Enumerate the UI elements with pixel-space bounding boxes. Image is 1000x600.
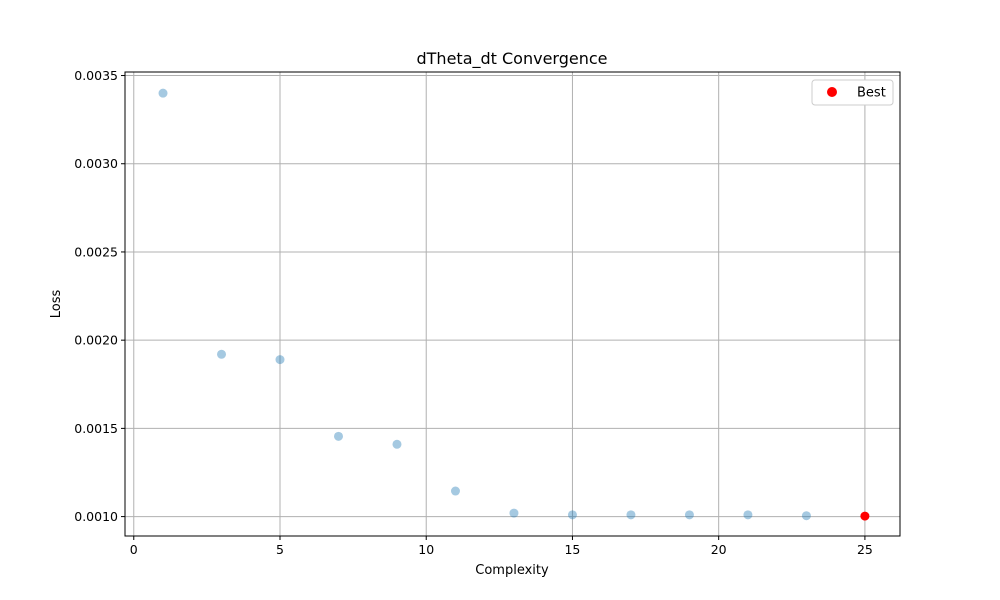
x-axis-label: Complexity bbox=[475, 563, 549, 578]
data-point bbox=[626, 510, 636, 520]
data-points bbox=[158, 88, 870, 521]
best-point bbox=[860, 511, 870, 521]
legend-frame bbox=[811, 79, 894, 106]
data-point bbox=[450, 486, 460, 496]
legend-marker-best bbox=[827, 87, 837, 97]
data-point bbox=[217, 349, 227, 359]
y-tick-label: 0.0020 bbox=[74, 333, 118, 348]
x-tick-label: 5 bbox=[276, 542, 284, 557]
data-point bbox=[275, 355, 285, 365]
legend: Best bbox=[811, 79, 894, 106]
data-point bbox=[158, 88, 168, 98]
y-tick-label: 0.0035 bbox=[74, 68, 118, 83]
data-point bbox=[567, 510, 577, 520]
y-tick-label: 0.0015 bbox=[74, 421, 118, 436]
data-point bbox=[392, 439, 402, 449]
x-tick-label: 25 bbox=[857, 542, 873, 557]
y-axis-label: Loss bbox=[49, 290, 64, 319]
axes-frame bbox=[124, 71, 901, 537]
legend-label-best: Best bbox=[857, 86, 886, 101]
y-ticks: 0.0010 0.0015 0.0020 0.0025 0.0030 0.0035 bbox=[74, 68, 125, 524]
y-tick-label: 0.0030 bbox=[74, 156, 118, 171]
y-tick-label: 0.0010 bbox=[74, 509, 118, 524]
x-tick-label: 0 bbox=[130, 542, 138, 557]
data-point bbox=[684, 510, 694, 520]
chart-title: dTheta_dt Convergence bbox=[417, 49, 608, 69]
x-ticks: 0 5 10 15 20 25 bbox=[130, 536, 873, 557]
data-point bbox=[801, 511, 811, 521]
x-tick-label: 20 bbox=[711, 542, 727, 557]
x-tick-label: 10 bbox=[418, 542, 434, 557]
data-point bbox=[333, 431, 343, 441]
x-tick-label: 15 bbox=[564, 542, 580, 557]
data-point bbox=[509, 508, 519, 518]
data-point bbox=[743, 510, 753, 520]
grid bbox=[125, 72, 900, 536]
y-tick-label: 0.0025 bbox=[74, 244, 118, 259]
